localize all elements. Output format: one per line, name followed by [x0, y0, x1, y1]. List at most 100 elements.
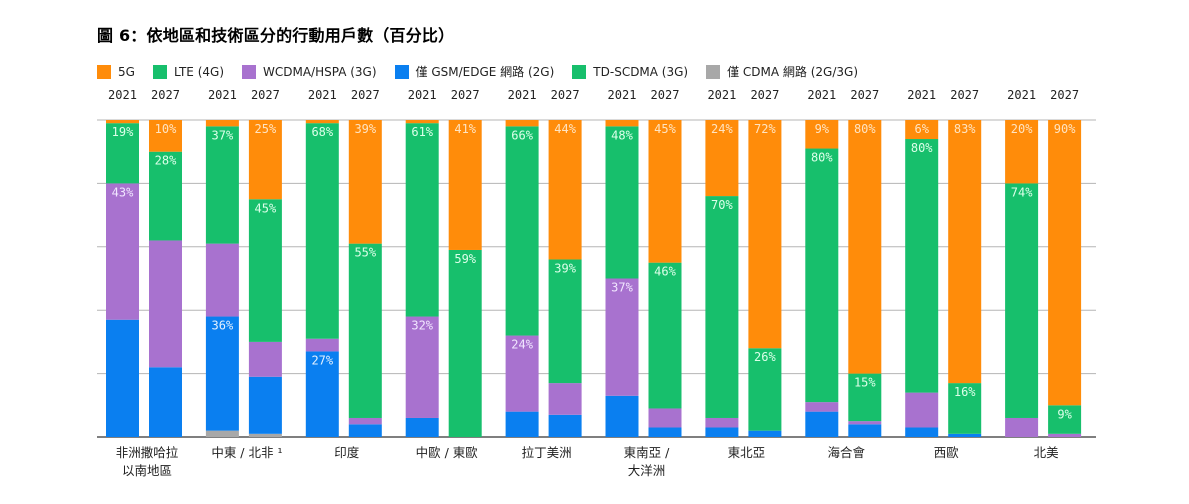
category-label: 西歐 [934, 445, 960, 460]
category-label: 非洲撒哈拉 [116, 445, 179, 460]
data-label: 80% [911, 141, 933, 155]
legend-label: TD-SCDMA (3G) [593, 64, 689, 79]
category-label: 大洋洲 [628, 463, 666, 478]
year-label: 2027 [651, 88, 680, 102]
year-label: 2021 [608, 88, 637, 102]
bar-segment-gsm [605, 395, 639, 437]
data-label: 41% [454, 122, 476, 136]
legend-item-cdma: 僅 CDMA 網路 (2G/3G) [706, 63, 858, 80]
year-label: 2021 [208, 88, 237, 102]
bar-segment-gsm [905, 427, 939, 437]
data-label: 83% [954, 122, 976, 136]
legend-item-5g: 5G [97, 64, 135, 79]
data-label: 36% [212, 319, 234, 333]
bar-segment-gsm [205, 316, 239, 431]
year-label: 2027 [351, 88, 380, 102]
bar-segment-wcdma [348, 417, 382, 425]
bar-segment-gsm [548, 414, 582, 437]
legend-label: WCDMA/HSPA (3G) [263, 64, 377, 79]
data-label: 74% [1011, 185, 1033, 199]
data-label: 24% [711, 122, 733, 136]
legend-swatch [242, 64, 256, 79]
data-label: 45% [654, 122, 676, 136]
data-label: 39% [354, 122, 376, 136]
bar-segment-wcdma [205, 243, 239, 317]
bar-segment-lte [1005, 183, 1039, 418]
data-label: 27% [311, 353, 333, 367]
legend-label: 僅 CDMA 網路 (2G/3G) [727, 65, 859, 79]
bar-segment-5g [505, 120, 539, 127]
bar-segment-wcdma [648, 408, 682, 428]
data-label: 6% [914, 122, 929, 136]
bar-segment-5g [548, 120, 582, 260]
bar-segment-gsm [505, 411, 539, 437]
category-label: 東南亞 / [624, 445, 670, 460]
bar-segment-5g [305, 120, 339, 124]
data-label: 9% [815, 122, 830, 136]
bar-segment-lte [705, 196, 739, 418]
bar-segment-wcdma [305, 338, 339, 352]
bar-segment-gsm [348, 424, 382, 437]
legend: 5G LTE (4G) WCDMA/HSPA (3G) 僅 GSM/EDGE 網路 (… [97, 63, 876, 80]
bar-segment-wcdma [848, 421, 882, 425]
bar-segment-lte [548, 259, 582, 384]
category-label: 以南地區 [122, 463, 172, 478]
year-label: 2027 [1050, 88, 1079, 102]
data-label: 26% [754, 350, 776, 364]
legend-swatch [394, 64, 409, 79]
bar-segment-5g [848, 120, 882, 374]
bar-segment-lte [905, 139, 939, 393]
category-label: 中東 / 北非 ¹ [211, 445, 282, 460]
year-label: 2021 [807, 88, 836, 102]
bar-segment-5g [805, 120, 839, 149]
bar-segment-5g [348, 120, 382, 244]
bar-segment-wcdma [605, 278, 639, 396]
bar-segment-gsm [106, 319, 139, 437]
data-label: 20% [1011, 122, 1033, 136]
bar-segment-5g [648, 120, 682, 263]
bar-segment-wcdma [248, 341, 282, 377]
bar-segment-wcdma [805, 402, 839, 412]
bar-segment-5g [405, 120, 439, 124]
legend-label: 5G [118, 64, 135, 79]
data-label: 48% [611, 128, 633, 142]
legend-swatch [97, 64, 111, 79]
year-label: 2027 [950, 88, 979, 102]
bar-segment-gsm [848, 424, 882, 437]
year-label: 2027 [551, 88, 580, 102]
bar-segment-lte [648, 262, 682, 409]
bar-segment-5g [905, 120, 939, 140]
data-label: 66% [511, 128, 533, 142]
bar-segment-lte [448, 249, 482, 437]
data-label: 39% [554, 261, 576, 275]
bar-segment-5g [205, 120, 239, 127]
data-label: 24% [511, 338, 533, 352]
data-label: 45% [255, 201, 277, 215]
category-label: 中歐 / 東歐 [416, 445, 479, 460]
year-label: 2021 [108, 88, 137, 102]
bar-segment-lte [348, 243, 382, 418]
data-label: 37% [611, 281, 633, 295]
data-label: 90% [1054, 122, 1076, 136]
category-label: 東北亞 [728, 445, 766, 460]
data-label: 59% [454, 252, 476, 266]
bar-segment-gsm [805, 411, 839, 437]
bar-segment-wcdma [548, 383, 582, 415]
legend-label: LTE (4G) [173, 64, 224, 79]
bar-segment-lte [605, 126, 639, 279]
bar-segment-5g [1048, 120, 1082, 406]
year-label: 2021 [907, 88, 936, 102]
legend-item-wcdma: WCDMA/HSPA (3G) [242, 64, 377, 79]
bar-segment-wcdma [905, 392, 939, 428]
legend-item-lte: LTE (4G) [152, 64, 224, 79]
bar-segment-wcdma [405, 316, 439, 418]
bar-segment-gsm [748, 430, 782, 437]
category-label: 北美 [1034, 445, 1059, 460]
year-label: 2027 [251, 88, 280, 102]
data-label: 32% [411, 319, 433, 333]
bar-segment-5g [948, 120, 982, 384]
bar-segment-5g [705, 120, 739, 197]
bar-segment-cdma [248, 433, 282, 437]
bar-segment-lte [948, 383, 982, 434]
year-label: 2021 [308, 88, 337, 102]
